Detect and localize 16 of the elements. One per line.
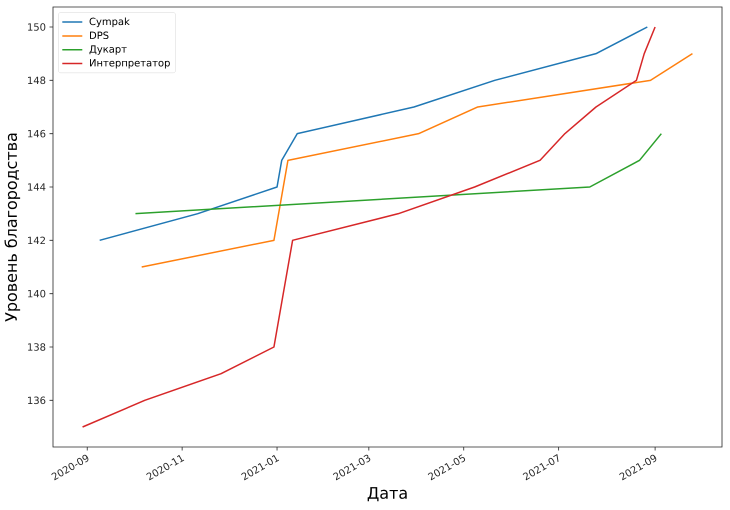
y-tick-label: 146 bbox=[28, 130, 46, 138]
legend-label: DPS bbox=[90, 32, 108, 40]
y-tick-label: 144 bbox=[28, 183, 46, 191]
y-tick-label: 142 bbox=[28, 236, 45, 244]
y-tick-label: 138 bbox=[28, 343, 46, 351]
legend-label: Интерпретатор bbox=[90, 59, 170, 68]
line-series bbox=[82, 26, 656, 428]
y-axis-title: Уровень благородства bbox=[4, 134, 20, 322]
y-tick-label: 150 bbox=[28, 23, 46, 31]
x-axis-title: Дата bbox=[368, 487, 407, 502]
y-tick-label: 140 bbox=[28, 290, 46, 298]
y-tick-label: 148 bbox=[28, 76, 46, 84]
legend-label: Cympak bbox=[90, 17, 130, 28]
y-tick-label: 136 bbox=[28, 396, 46, 404]
legend-label: Дукарт bbox=[90, 45, 127, 55]
line-series bbox=[134, 132, 662, 214]
